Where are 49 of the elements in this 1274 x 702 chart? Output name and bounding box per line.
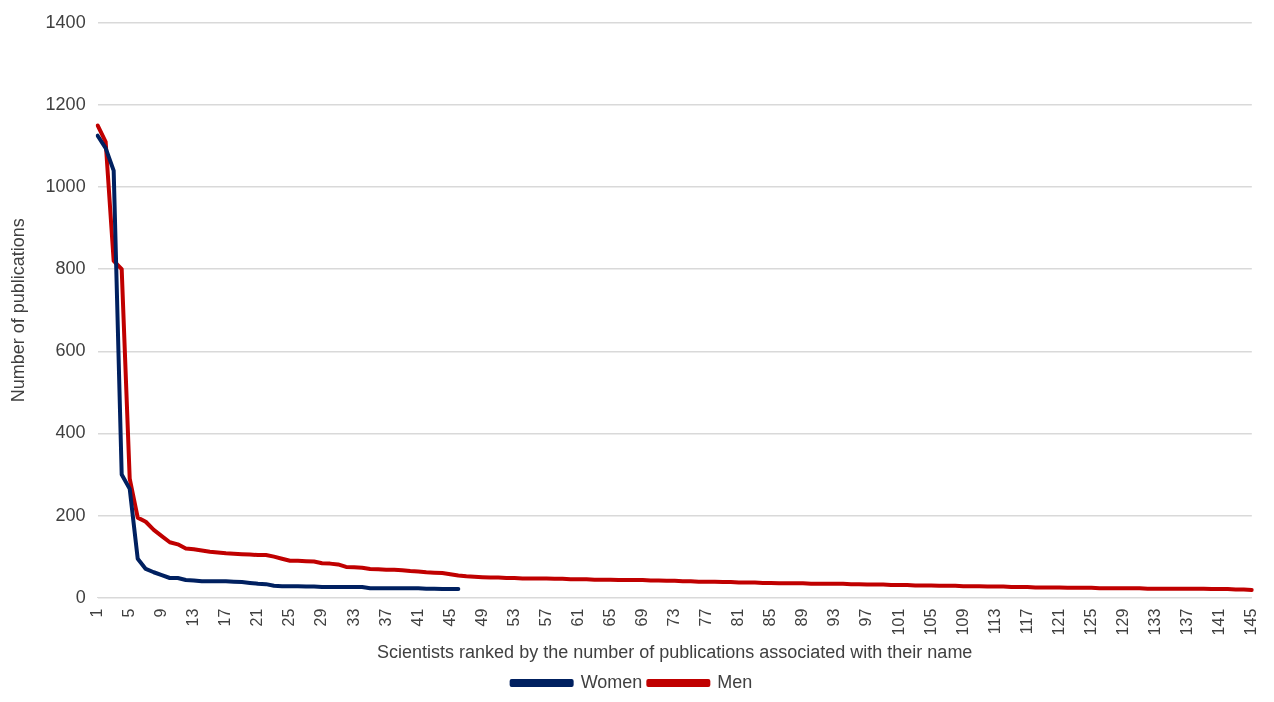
x-tick-label: 9 bbox=[152, 608, 170, 618]
y-axis-title: Number of publications bbox=[7, 218, 28, 403]
y-tick-label: 0 bbox=[75, 586, 86, 607]
x-tick-label: 85 bbox=[761, 608, 779, 627]
x-tick-label: 129 bbox=[1113, 608, 1131, 636]
x-tick-label: 25 bbox=[280, 608, 298, 627]
x-tick-label: 73 bbox=[665, 608, 683, 627]
x-tick-label: 53 bbox=[504, 608, 522, 627]
y-tick-label: 600 bbox=[55, 340, 86, 361]
x-tick-label: 121 bbox=[1049, 608, 1067, 636]
x-tick-label: 101 bbox=[889, 608, 907, 636]
y-tick-label: 1200 bbox=[45, 93, 86, 114]
x-tick-label: 45 bbox=[440, 608, 458, 627]
x-tick-label: 77 bbox=[697, 608, 715, 627]
x-tick-label: 137 bbox=[1178, 608, 1196, 636]
x-tick-label: 93 bbox=[825, 608, 843, 627]
x-tick-label: 145 bbox=[1242, 608, 1260, 636]
x-tick-label: 1 bbox=[88, 608, 106, 618]
x-tick-label: 141 bbox=[1210, 608, 1228, 636]
y-tick-label: 200 bbox=[55, 504, 86, 525]
x-tick-label: 81 bbox=[729, 608, 747, 627]
x-tick-label: 33 bbox=[344, 608, 362, 627]
x-tick-label: 61 bbox=[568, 608, 586, 627]
x-tick-label: 13 bbox=[184, 608, 202, 627]
x-tick-label: 97 bbox=[857, 608, 875, 627]
x-tick-label: 5 bbox=[120, 608, 138, 618]
x-tick-label: 17 bbox=[216, 608, 234, 627]
x-tick-label: 21 bbox=[248, 608, 266, 627]
x-tick-label: 49 bbox=[472, 608, 490, 627]
x-tick-label: 69 bbox=[633, 608, 651, 627]
x-tick-label: 29 bbox=[312, 608, 330, 627]
x-axis-title: Scientists ranked by the number of publications associated with their name bbox=[377, 642, 973, 663]
x-tick-label: 89 bbox=[793, 608, 811, 627]
legend-label: Men bbox=[717, 671, 753, 692]
y-tick-label: 400 bbox=[55, 422, 86, 443]
x-tick-label: 41 bbox=[408, 608, 426, 627]
x-tick-label: 113 bbox=[985, 608, 1003, 635]
x-tick-label: 57 bbox=[536, 608, 554, 627]
x-tick-label: 105 bbox=[921, 608, 939, 636]
x-tick-label: 65 bbox=[601, 608, 619, 627]
x-tick-label: 109 bbox=[953, 608, 971, 636]
x-tick-label: 125 bbox=[1081, 608, 1099, 636]
x-tick-label: 37 bbox=[376, 608, 394, 627]
y-tick-label: 1000 bbox=[45, 176, 86, 197]
y-tick-label: 800 bbox=[55, 258, 86, 279]
legend-label: Women bbox=[580, 671, 643, 692]
x-tick-label: 133 bbox=[1146, 608, 1164, 636]
x-tick-label: 117 bbox=[1017, 608, 1035, 635]
y-tick-label: 1400 bbox=[45, 11, 86, 32]
